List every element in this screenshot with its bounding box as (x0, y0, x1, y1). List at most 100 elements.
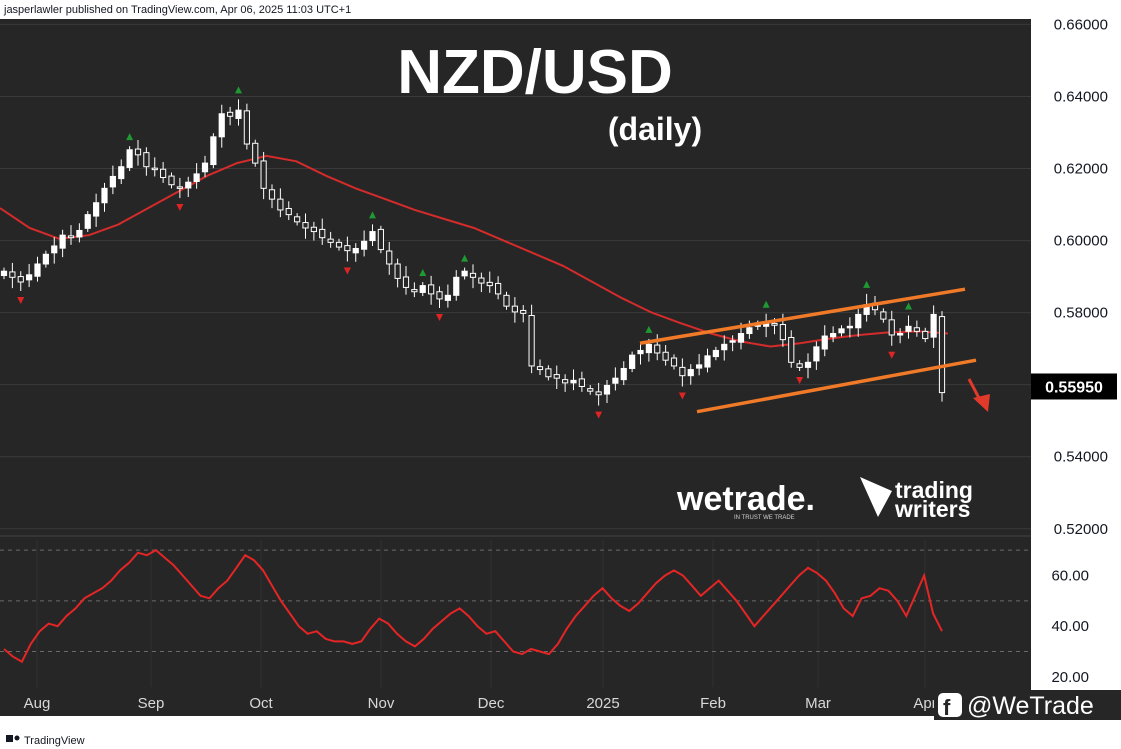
candle-body (319, 228, 326, 239)
candle-body (386, 250, 393, 265)
candle-body (545, 368, 552, 378)
facebook-icon (938, 693, 962, 717)
candle-body (821, 335, 828, 350)
plot-background (0, 19, 1031, 716)
candle-body (428, 284, 435, 295)
candle-body (285, 208, 292, 216)
candle-body (260, 160, 267, 189)
candle-body (620, 367, 627, 381)
candle-body (495, 282, 502, 295)
fractal-up-marker (369, 211, 376, 219)
time-tick-label: Feb (700, 695, 726, 712)
candle-body (411, 289, 418, 293)
candle-body (746, 327, 753, 335)
candle-body (444, 294, 451, 301)
candle-body (143, 152, 150, 168)
trading-writers-line2: writers (894, 496, 970, 522)
last-price-value: 0.55950 (1045, 379, 1103, 396)
price-tick-label: 0.52000 (1054, 521, 1108, 538)
fractal-down-marker (595, 411, 603, 419)
candle-body (361, 240, 368, 250)
fractal-up-marker (126, 133, 134, 141)
fractal-down-marker (343, 267, 351, 275)
price-tick-label: 0.66000 (1054, 16, 1108, 33)
candle-body (520, 309, 527, 314)
forecast-arrow-icon (967, 378, 990, 412)
candle-body (905, 325, 912, 332)
candle-body (503, 294, 510, 307)
trading-writers-line1: trading (895, 477, 973, 503)
candle-body (629, 354, 636, 369)
price-tick-label: 0.58000 (1054, 305, 1108, 322)
tradingview-logo-icon (6, 735, 20, 742)
candle-body (26, 274, 33, 281)
candle-body (603, 384, 611, 395)
candle-body (637, 349, 644, 355)
candle-body (880, 311, 887, 320)
candle-body (804, 361, 812, 368)
candle-body (436, 291, 443, 300)
candle-body (662, 351, 669, 361)
candle-body (813, 346, 820, 362)
candle-body (168, 175, 175, 186)
candle-body (193, 173, 200, 182)
wetrade-logo: wetrade. (676, 480, 815, 518)
fractal-down-marker (888, 351, 896, 359)
candle-body (134, 148, 142, 156)
price-axis-background (1031, 19, 1121, 716)
candle-body (930, 313, 937, 338)
candle-body (34, 263, 41, 277)
candle-body (712, 349, 719, 358)
channel-upper-line (639, 287, 966, 345)
candle-body (679, 366, 686, 377)
trading-writers-logo-icon (860, 477, 892, 517)
rsi-line (3, 548, 943, 664)
candle-body (402, 276, 410, 288)
fractal-up-marker (645, 325, 653, 333)
candle-body (612, 377, 619, 384)
rsi-tick-label: 40.00 (1051, 618, 1089, 635)
fractal-down-marker (176, 204, 184, 212)
candle-body (243, 110, 250, 145)
candle-body (335, 241, 343, 248)
fractal-down-marker (796, 376, 804, 384)
candle-body (670, 357, 678, 367)
rsi-tick-label: 20.00 (1051, 669, 1089, 686)
candle-body (469, 272, 477, 278)
fractal-down-marker (436, 313, 443, 321)
candle-body (344, 245, 351, 252)
candle-body (796, 363, 803, 368)
time-tick-label: Oct (249, 695, 273, 712)
candle-body (151, 167, 158, 171)
candle-body (310, 226, 317, 233)
candle-body (553, 374, 560, 379)
candle-body (101, 187, 108, 204)
candle-body (704, 355, 711, 368)
price-axis-ticks: 0.660000.640000.620000.600000.580000.560… (1054, 16, 1108, 537)
fractal-markers (17, 86, 912, 419)
tradingview-brand: TradingView (24, 735, 85, 747)
candle-body (846, 325, 853, 329)
candle-body (721, 343, 728, 351)
candle-body (578, 378, 585, 387)
candle-body (478, 277, 485, 284)
candle-body (93, 202, 100, 217)
fractal-down-marker (678, 392, 686, 400)
candle-body (737, 333, 745, 343)
candle-body (51, 245, 58, 254)
candle-body (696, 364, 703, 369)
candle-body (687, 369, 694, 377)
candle-body (235, 109, 242, 119)
candle-body (394, 263, 401, 279)
candle-body (327, 238, 334, 243)
candle-body (779, 324, 786, 341)
rsi-axis-ticks: 60.00 40.00 20.00 (1051, 567, 1089, 685)
candle-body (595, 391, 602, 396)
candle-body (536, 366, 544, 371)
candle-body (938, 316, 946, 394)
fractal-up-marker (905, 302, 912, 310)
chart-subtitle: (daily) (608, 111, 702, 147)
candle-body (277, 198, 284, 211)
candle-body (771, 322, 778, 326)
price-tick-label: 0.54000 (1054, 449, 1108, 466)
